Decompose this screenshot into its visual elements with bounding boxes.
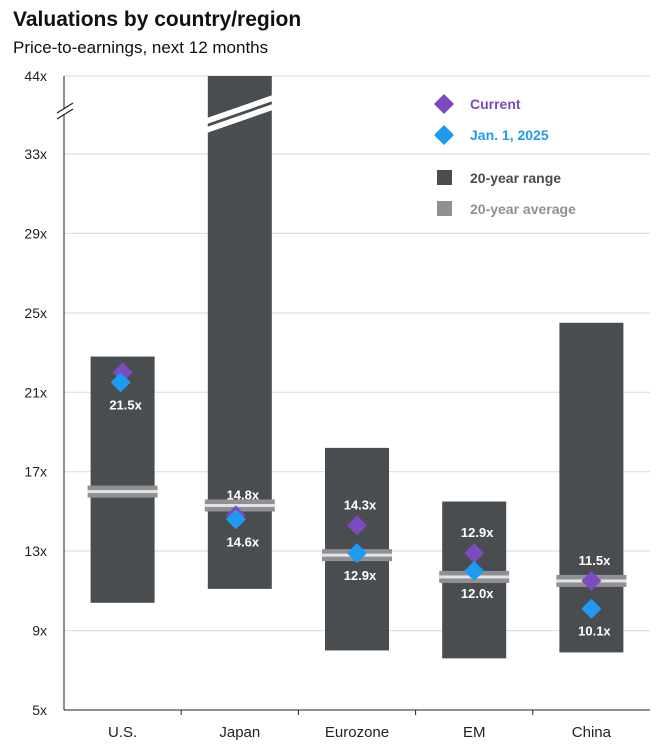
jan-diamond [347, 543, 367, 564]
legend-current-label: Current [470, 96, 521, 112]
y-tick-label: 13x [24, 543, 47, 559]
legend-average-label: 20-year average [470, 201, 576, 217]
jan-diamond [110, 372, 131, 393]
jan-diamond [225, 509, 246, 530]
y-tick-label: 29x [24, 225, 47, 241]
legend-range-label: 20-year range [470, 170, 561, 186]
axis-break-mark [56, 102, 74, 114]
current-value-label: 11.5x [578, 553, 611, 568]
y-tick-label: 17x [24, 464, 47, 480]
jan-value-label: 10.1x [578, 624, 611, 639]
x-tick-label: Japan [219, 724, 260, 741]
legend-jan-marker [434, 125, 454, 145]
x-tick-label: U.S. [108, 724, 137, 741]
current-diamond [581, 570, 602, 591]
y-tick-label: 33x [24, 146, 47, 162]
average-marker-highlight [87, 490, 158, 494]
jan-value-label: 14.6x [227, 534, 260, 549]
axis-break-gap [55, 103, 75, 119]
bar-break-stripe [206, 104, 273, 133]
average-marker-highlight [204, 503, 275, 507]
legend-range-swatch [437, 170, 452, 185]
current-value-label: 14.8x [227, 487, 260, 502]
jan-value-label: 21.5x [109, 397, 142, 412]
x-tick-label: China [572, 724, 612, 741]
bar-break-stripe [206, 95, 273, 124]
current-diamond [464, 543, 485, 564]
y-tick-label: 25x [24, 305, 47, 321]
legend-average-swatch [437, 201, 452, 216]
x-tick-label: EM [463, 724, 486, 741]
legend-jan-label: Jan. 1, 2025 [470, 127, 549, 143]
jan-value-label: 12.9x [344, 568, 377, 583]
chart-subtitle: Price-to-earnings, next 12 months [13, 38, 269, 57]
current-value-label: 12.9x [461, 525, 494, 540]
legend-current-marker [434, 94, 454, 114]
y-tick-label: 21x [24, 384, 47, 400]
y-tick-label: 44x [24, 68, 47, 84]
range-bar [90, 356, 155, 603]
jan-value-label: 12.0x [461, 586, 494, 601]
jan-diamond [581, 598, 602, 619]
y-tick-label: 9x [32, 623, 47, 639]
current-diamond [347, 515, 367, 536]
jan-diamond [464, 561, 485, 581]
y-tick-label: 5x [32, 702, 47, 718]
range-bar [559, 322, 624, 653]
current-value-label: 14.3x [344, 497, 377, 512]
current-value-label: 22.0x [109, 344, 142, 359]
chart-title: Valuations by country/region [13, 8, 302, 31]
axis-break-mark [56, 108, 74, 120]
x-tick-label: Eurozone [325, 724, 389, 741]
